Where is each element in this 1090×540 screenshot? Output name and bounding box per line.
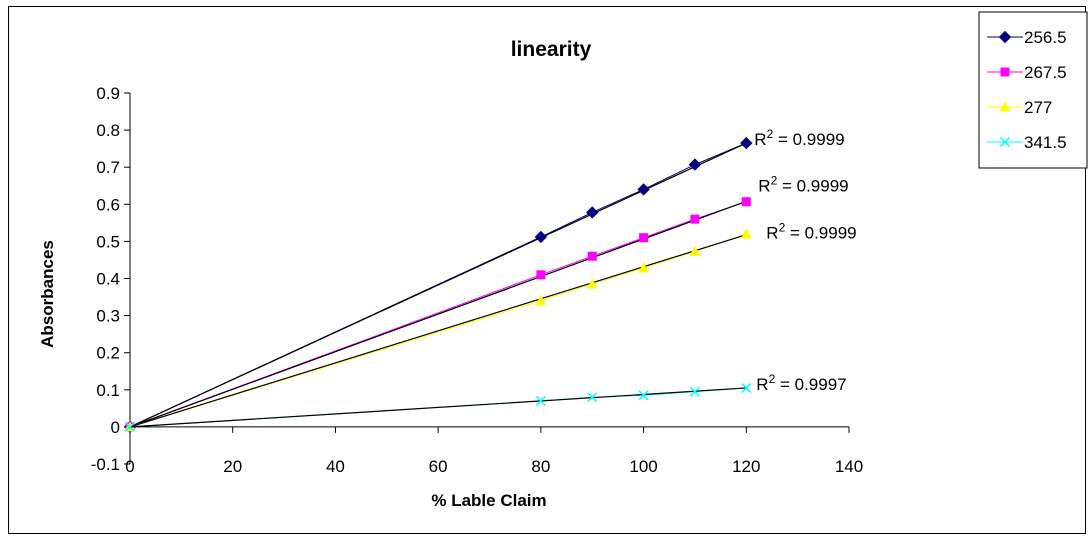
legend-marker: [1001, 68, 1010, 77]
r2-label-341.5: R2 = 0.9997: [756, 372, 846, 394]
x-tick-label: 0: [125, 457, 134, 476]
y-tick-label: 0.9: [96, 84, 120, 103]
x-tick-label: 120: [732, 457, 760, 476]
y-tick-label: 0.5: [96, 232, 120, 251]
x-tick-label: 80: [531, 457, 550, 476]
legend: 256.5 267.5 277 341.5: [979, 12, 1087, 168]
r2-label-277: R2 = 0.9999: [766, 221, 856, 243]
chart-title: linearity: [511, 38, 592, 61]
legend-label: 341.5: [1024, 133, 1067, 152]
y-tick-label: 0.1: [96, 381, 120, 400]
x-tick-label: 100: [629, 457, 657, 476]
x-tick-label: 40: [326, 457, 345, 476]
y-axis-title: Absorbances: [38, 240, 57, 348]
y-tick-label: -0.1: [91, 455, 120, 474]
point-256.5: [638, 184, 649, 195]
point-267.5: [639, 233, 648, 242]
y-tick-label: 0.3: [96, 307, 120, 326]
trendline-267.5: [130, 201, 746, 427]
x-tick-label: 20: [223, 457, 242, 476]
point-267.5: [588, 252, 597, 261]
trendline-341.5: [130, 388, 746, 427]
y-tick-label: 0.6: [96, 195, 120, 214]
point-267.5: [690, 215, 699, 224]
point-267.5: [742, 197, 751, 206]
point-277: [741, 228, 752, 238]
x-tick-label: 60: [429, 457, 448, 476]
x-axis-title: % Lable Claim: [431, 491, 546, 510]
x-tick-label: 140: [835, 457, 863, 476]
y-tick-label: 0.4: [96, 270, 120, 289]
trendline-277: [130, 235, 746, 427]
point-256.5: [741, 138, 752, 149]
trendline-256.5: [130, 143, 746, 427]
legend-label: 267.5: [1024, 63, 1067, 82]
r2-label-256.5: R2 = 0.9999: [754, 127, 844, 149]
point-267.5: [536, 270, 545, 279]
point-277: [689, 246, 700, 256]
legend-label: 277: [1024, 98, 1052, 117]
plot-area: -0.1 0 0.1 0.2 0.3 0.4 0.5 0.6 0.7 0.8 0.9 0 20 40 60 8…: [91, 84, 863, 476]
y-tick-label: 0.8: [96, 121, 120, 140]
legend-label: 256.5: [1024, 28, 1067, 47]
y-tick-label: 0: [111, 418, 120, 437]
point-256.5: [535, 231, 546, 242]
y-tick-label: 0.2: [96, 344, 120, 363]
r2-label-267.5: R2 = 0.9999: [758, 173, 848, 195]
y-tick-label: 0.7: [96, 158, 120, 177]
